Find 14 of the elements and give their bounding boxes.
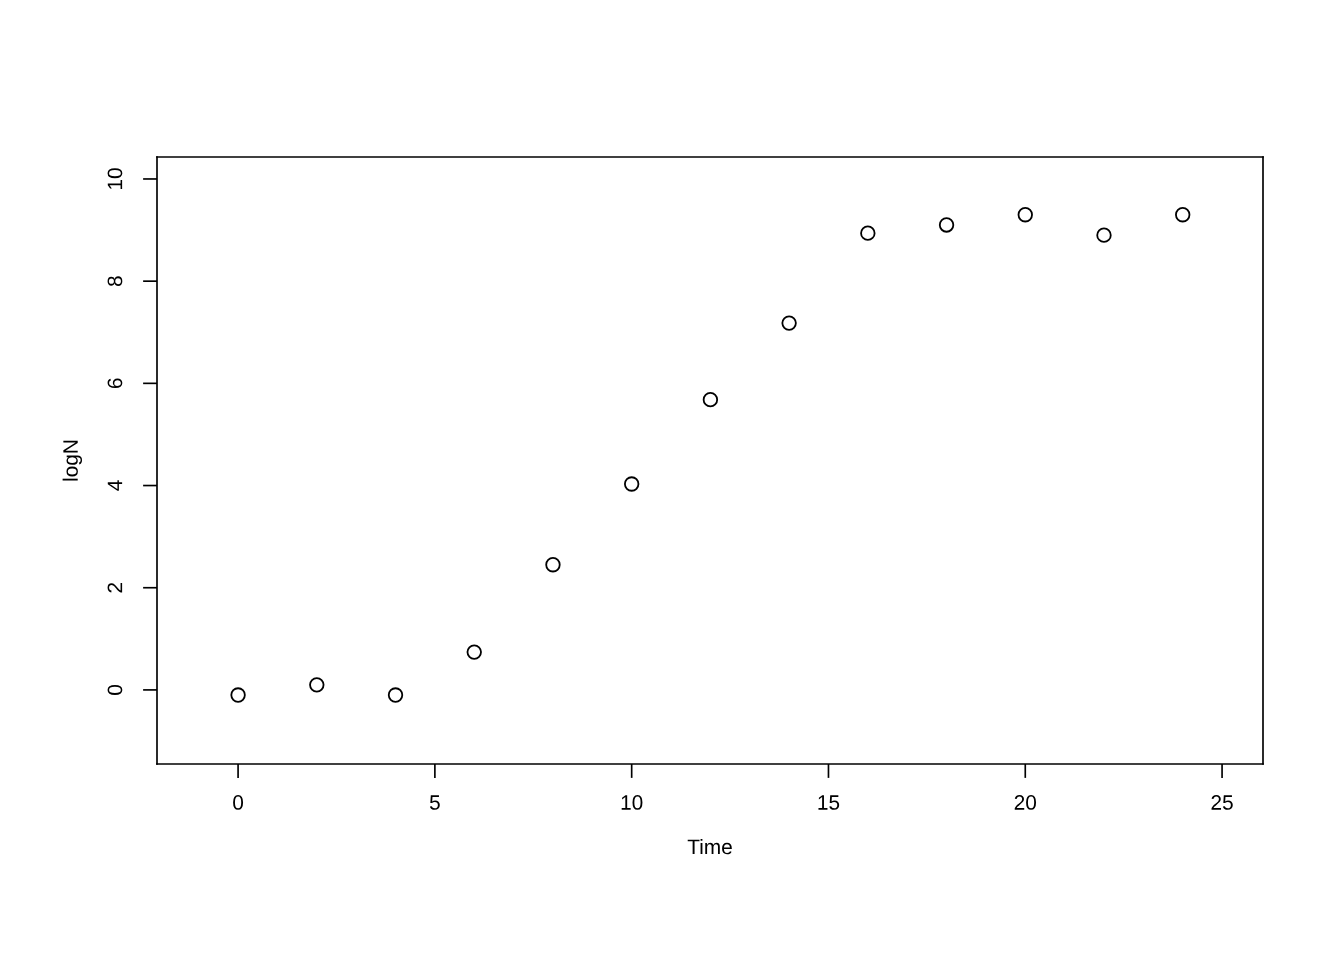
y-tick-label: 0 xyxy=(107,684,123,695)
x-tick-label: 25 xyxy=(1211,795,1233,810)
y-tick-label: 4 xyxy=(107,480,123,491)
x-axis-title: Time xyxy=(687,838,732,855)
x-tick-label: 5 xyxy=(429,795,440,810)
y-tick-label: 6 xyxy=(107,378,123,389)
y-tick-label: 10 xyxy=(107,168,123,189)
x-tick-label: 10 xyxy=(621,795,643,810)
y-tick-label: 2 xyxy=(107,582,123,593)
x-tick-label: 20 xyxy=(1014,795,1037,810)
y-axis-title: logN xyxy=(62,440,83,481)
x-tick-label: 0 xyxy=(233,795,244,810)
x-tick-label: 15 xyxy=(818,795,840,810)
y-tick-label: 8 xyxy=(107,276,123,287)
